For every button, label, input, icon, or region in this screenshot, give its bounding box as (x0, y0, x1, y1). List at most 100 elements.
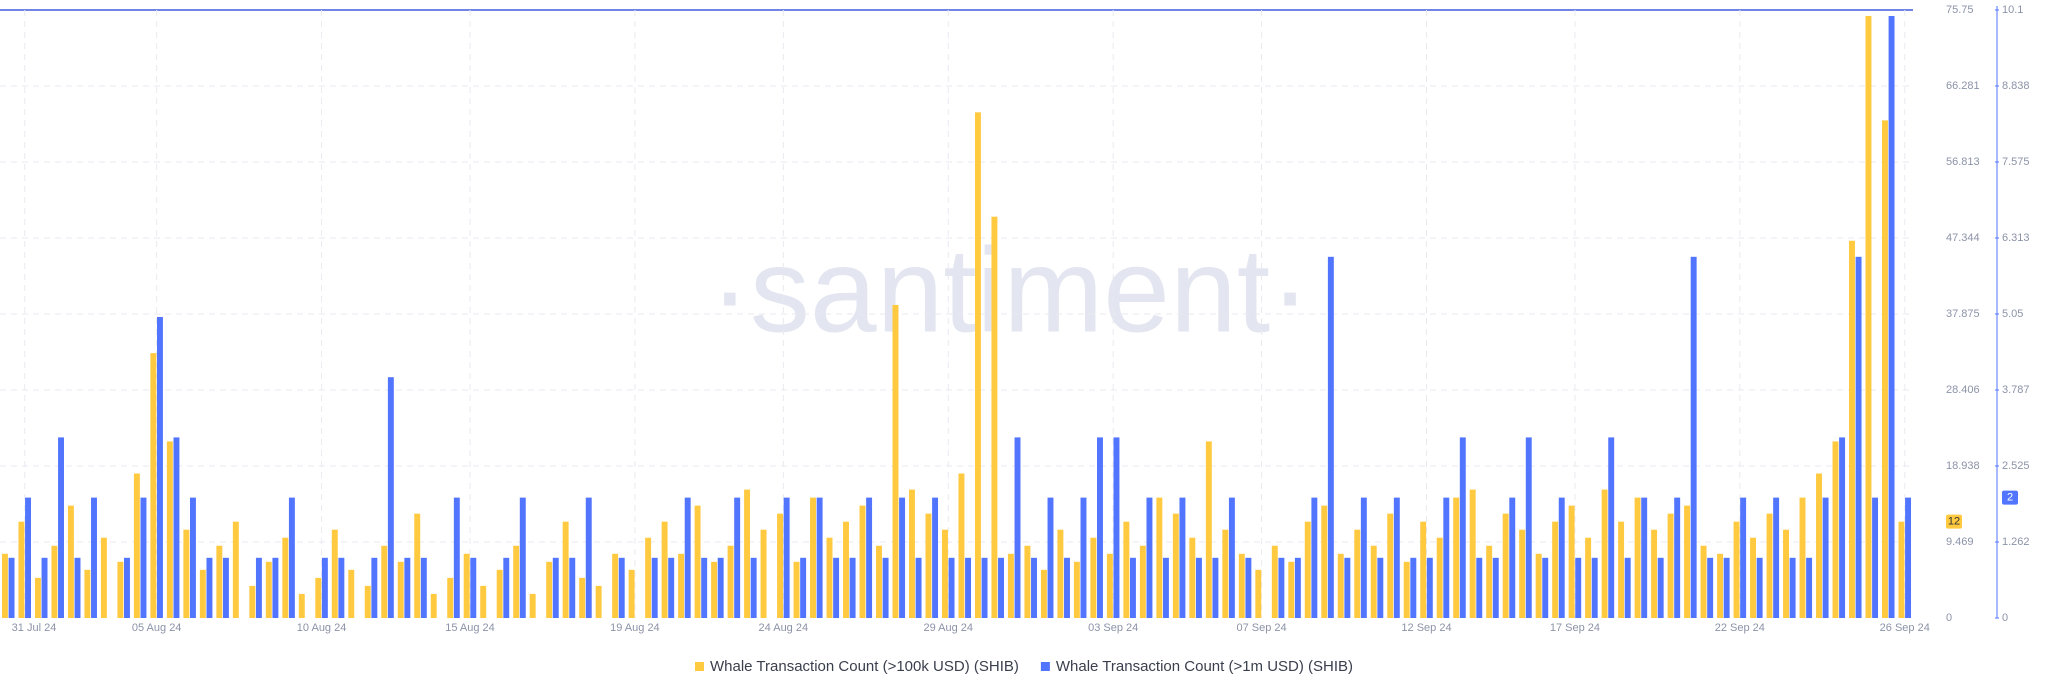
bar (793, 561, 800, 618)
bar (948, 557, 955, 618)
bar (371, 557, 378, 618)
x-tick-label: 05 Aug 24 (132, 622, 182, 634)
y2-tick-label: 1.262 (2002, 536, 2030, 548)
y-tick-label: 47.344 (1946, 232, 1980, 244)
bar (1, 553, 8, 618)
bar (282, 537, 289, 618)
bar (1618, 521, 1625, 618)
bar (668, 557, 675, 618)
bar (777, 513, 784, 618)
bar (1443, 497, 1450, 618)
bar (156, 317, 163, 618)
bar (965, 557, 972, 618)
bar (249, 585, 256, 618)
bar (1387, 513, 1394, 618)
bar (1585, 537, 1592, 618)
x-tick-label: 19 Aug 24 (610, 622, 660, 634)
bar (1311, 497, 1318, 618)
bar (321, 557, 328, 618)
bar (876, 545, 882, 618)
y-tick-label: 0 (1946, 612, 1952, 624)
bar (1700, 545, 1707, 618)
bar (1542, 557, 1549, 618)
bar (1129, 557, 1136, 618)
bar (645, 537, 652, 618)
bar (150, 353, 157, 618)
legend-marker (1040, 662, 1050, 671)
bar (1723, 557, 1730, 618)
bar (173, 437, 180, 618)
bar (661, 521, 668, 618)
bar (222, 557, 229, 618)
bar (381, 545, 388, 618)
bar (1634, 497, 1641, 618)
bar (1377, 557, 1384, 618)
bar (628, 569, 635, 618)
bar (447, 577, 454, 618)
bar (1113, 437, 1120, 618)
bar (1881, 120, 1888, 618)
bar (404, 557, 411, 618)
bar (651, 557, 658, 618)
bar (1641, 497, 1648, 618)
bar (1766, 513, 1773, 618)
bar (552, 557, 559, 618)
bar (1459, 437, 1466, 618)
bar (1360, 497, 1367, 618)
bar (18, 521, 25, 618)
bar (117, 561, 124, 618)
bar (717, 557, 724, 618)
bar (569, 557, 576, 618)
y-tick-label: 56.813 (1946, 156, 1980, 168)
bar (189, 497, 196, 618)
bar (925, 513, 932, 618)
bar (513, 545, 520, 618)
x-tick-label: 15 Aug 24 (445, 622, 495, 634)
y-tick-label: 37.875 (1946, 308, 1980, 320)
bar (826, 537, 833, 618)
bar (1486, 545, 1493, 618)
bar (1337, 553, 1344, 618)
bar (183, 529, 190, 618)
y-tick-label: 18.938 (1946, 460, 1980, 472)
value-badge (1946, 514, 1962, 529)
y2-tick-label: 0 (2002, 612, 2008, 624)
bar (91, 497, 97, 618)
bar (585, 497, 592, 618)
bar (1106, 553, 1113, 618)
bar (470, 557, 477, 618)
bar (1294, 557, 1301, 618)
bar (453, 497, 460, 618)
bar (1872, 497, 1879, 618)
legend-text: Whale Transaction Count (>1m USD) (SHIB) (1056, 658, 1353, 675)
bar (1189, 537, 1196, 618)
bar (1624, 557, 1631, 618)
bar (1410, 557, 1417, 618)
bar (25, 497, 32, 618)
bar (892, 304, 899, 618)
bar (1849, 240, 1855, 618)
bar (1195, 557, 1202, 618)
bar (463, 553, 470, 618)
bar (1222, 529, 1229, 618)
bar (1403, 561, 1410, 618)
bar (579, 577, 586, 618)
bar (1047, 497, 1054, 618)
bar (694, 505, 701, 618)
bar (833, 557, 840, 618)
bar (1354, 529, 1361, 618)
y2-tick-label: 2.525 (2002, 460, 2030, 472)
x-tick-label: 17 Sep 24 (1550, 622, 1600, 634)
x-tick-label: 12 Sep 24 (1401, 622, 1451, 634)
bar (1690, 256, 1697, 618)
bar (166, 441, 173, 618)
bar (67, 505, 74, 618)
bar (414, 513, 421, 618)
y2-tick-label: 7.575 (2002, 156, 2030, 168)
bar (1172, 513, 1179, 618)
bar (684, 497, 691, 618)
bar (678, 553, 685, 618)
bar (1453, 497, 1460, 618)
bar (1502, 513, 1509, 618)
